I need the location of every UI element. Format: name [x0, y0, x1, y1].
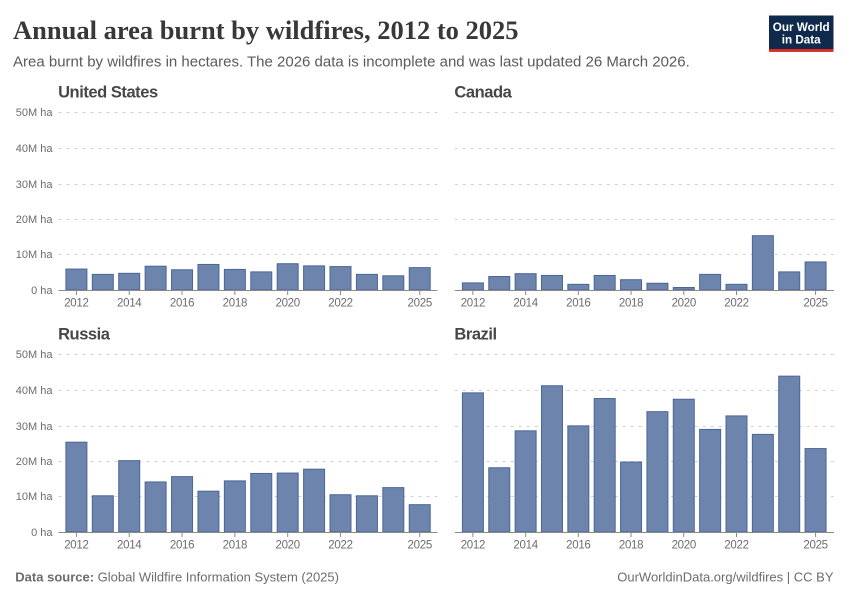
- svg-text:2016: 2016: [170, 539, 194, 551]
- svg-text:Canada: Canada: [454, 84, 512, 102]
- svg-text:2016: 2016: [566, 297, 590, 309]
- svg-text:40M ha: 40M ha: [16, 143, 54, 155]
- svg-text:OurWorldinData.org/wildfires |: OurWorldinData.org/wildfires | CC BY: [617, 570, 834, 585]
- svg-text:2022: 2022: [724, 539, 748, 551]
- svg-text:2022: 2022: [328, 539, 352, 551]
- svg-text:United States: United States: [58, 84, 158, 102]
- svg-text:2016: 2016: [170, 297, 194, 309]
- svg-text:2025: 2025: [408, 297, 432, 309]
- svg-text:2025: 2025: [803, 539, 827, 551]
- svg-text:2022: 2022: [724, 297, 748, 309]
- svg-text:2022: 2022: [328, 297, 352, 309]
- svg-text:30M ha: 30M ha: [16, 179, 54, 191]
- svg-text:Brazil: Brazil: [454, 326, 496, 344]
- svg-text:2012: 2012: [461, 297, 485, 309]
- svg-text:2014: 2014: [513, 297, 538, 309]
- svg-text:30M ha: 30M ha: [16, 421, 54, 433]
- svg-text:Data source: Global Wildfire I: Data source: Global Wildfire Information…: [15, 570, 339, 585]
- svg-text:0 ha: 0 ha: [31, 527, 53, 539]
- svg-text:50M ha: 50M ha: [16, 107, 54, 119]
- svg-text:2018: 2018: [223, 297, 247, 309]
- svg-text:2014: 2014: [117, 297, 142, 309]
- svg-text:Russia: Russia: [58, 326, 111, 344]
- svg-text:2016: 2016: [566, 539, 590, 551]
- svg-text:2020: 2020: [672, 297, 696, 309]
- svg-text:in Data: in Data: [782, 34, 821, 47]
- svg-text:2012: 2012: [461, 539, 485, 551]
- svg-text:20M ha: 20M ha: [16, 214, 54, 226]
- svg-text:2014: 2014: [513, 539, 538, 551]
- svg-text:2025: 2025: [408, 539, 432, 551]
- svg-text:2018: 2018: [619, 297, 643, 309]
- svg-text:50M ha: 50M ha: [16, 349, 54, 361]
- svg-text:0 ha: 0 ha: [31, 285, 53, 297]
- svg-text:40M ha: 40M ha: [16, 385, 54, 397]
- svg-text:10M ha: 10M ha: [16, 491, 54, 503]
- svg-text:Annual area burnt by wildfires: Annual area burnt by wildfires, 2012 to …: [13, 15, 519, 45]
- svg-text:Area burnt by wildfires in hec: Area burnt by wildfires in hectares. The…: [13, 54, 690, 71]
- svg-text:2014: 2014: [117, 539, 142, 551]
- svg-text:20M ha: 20M ha: [16, 456, 54, 468]
- svg-text:2025: 2025: [803, 297, 827, 309]
- svg-text:2018: 2018: [223, 539, 247, 551]
- svg-text:2020: 2020: [672, 539, 696, 551]
- svg-text:10M ha: 10M ha: [16, 249, 54, 261]
- svg-text:2020: 2020: [275, 297, 299, 309]
- svg-text:2012: 2012: [64, 297, 88, 309]
- svg-text:Our World: Our World: [773, 21, 830, 34]
- svg-text:2020: 2020: [275, 539, 299, 551]
- svg-text:2018: 2018: [619, 539, 643, 551]
- svg-text:2012: 2012: [64, 539, 88, 551]
